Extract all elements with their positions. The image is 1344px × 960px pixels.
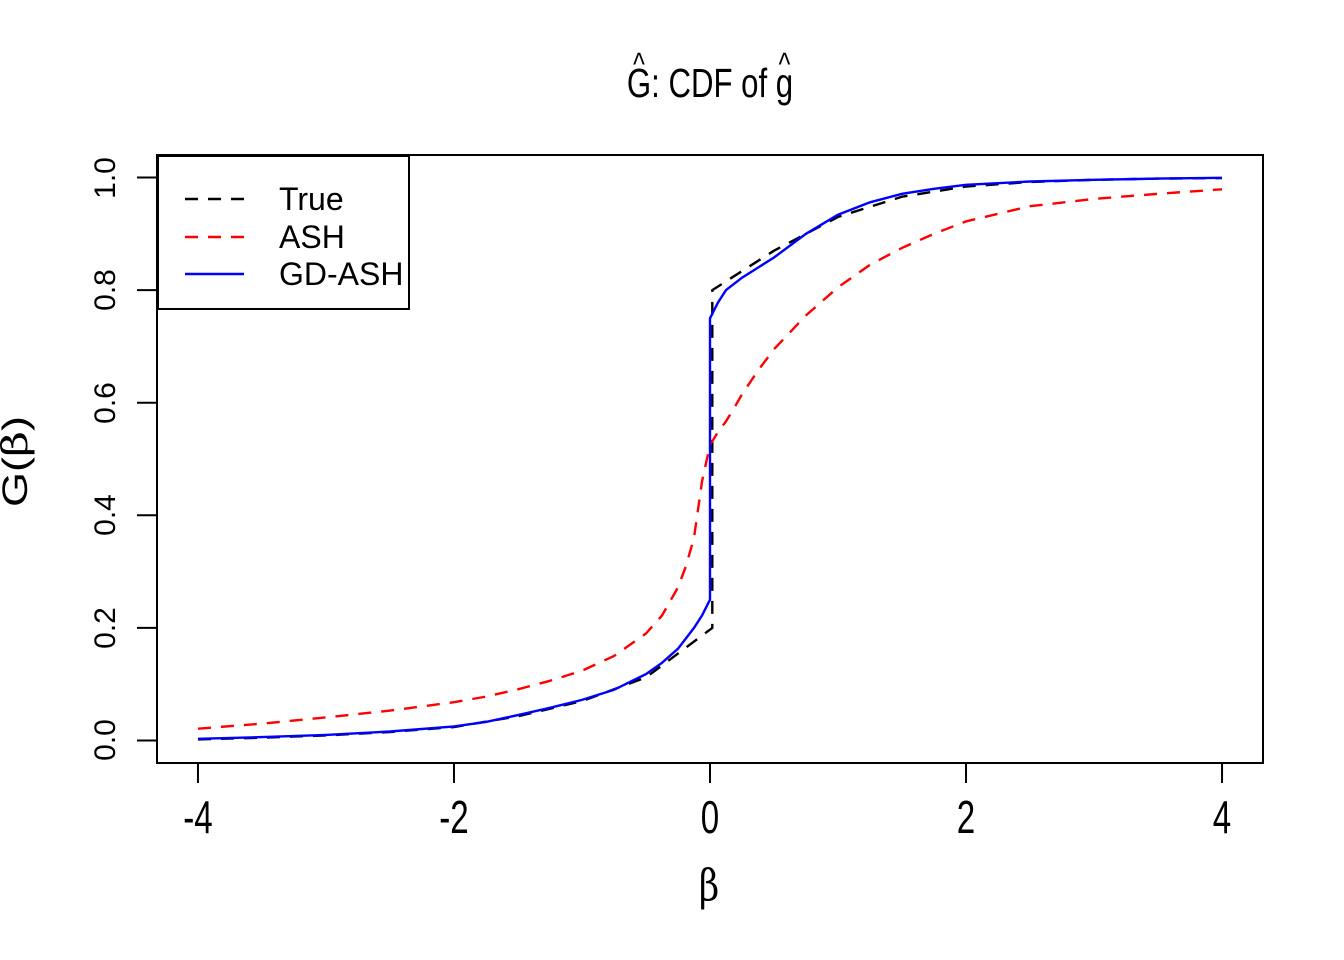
series-gd-ash-line <box>197 176 1223 740</box>
x-tick-label-0: 0 <box>700 791 720 843</box>
y-tick-label-0.2: 0.2 <box>89 607 122 649</box>
series-ash-line <box>197 188 1223 730</box>
hat-accent: ^ <box>0 481 15 498</box>
g-hat-lower: ^ g <box>775 45 794 107</box>
legend-label: ASH <box>279 218 345 255</box>
x-tick-label-4: 4 <box>1212 791 1232 843</box>
legend-line-sample <box>185 272 244 276</box>
g-hat-upper: ^G <box>626 45 652 107</box>
y-tick-label-0.8: 0.8 <box>89 269 122 311</box>
legend-item-ash: ASH <box>185 221 345 253</box>
x-tick-label--2: -2 <box>439 791 469 843</box>
legend-item-gd-ash: GD-ASH <box>185 258 403 290</box>
x-tick-label-2: 2 <box>956 791 976 843</box>
legend-label: True <box>279 181 344 217</box>
hat-accent: ^ <box>778 45 791 83</box>
title-text: : CDF of <box>651 60 776 106</box>
title-letter-G: G <box>626 60 652 106</box>
legend-line-sample <box>185 197 244 201</box>
g-hat-upper: ^G <box>0 472 35 507</box>
title-letter-g: g <box>775 60 794 106</box>
y-tick-label-0.0: 0.0 <box>89 719 122 762</box>
legend-label: GD-ASH <box>279 256 404 292</box>
chart-title: ^ G: CDF of ^ g <box>199 45 1220 107</box>
plot-box <box>156 154 1264 764</box>
legend: True ASH GD-ASH <box>157 155 410 310</box>
x-tick-label--4: -4 <box>183 791 213 843</box>
legend-line-sample <box>185 235 244 238</box>
y-tick-label-1.0: 1.0 <box>89 156 122 199</box>
hat-accent: ^ <box>633 45 645 83</box>
y-axis-label: ^G(β) <box>0 416 35 507</box>
y-tick-label-0.6: 0.6 <box>89 381 122 424</box>
y-tick-label-0.4: 0.4 <box>89 494 122 537</box>
x-axis-label: β <box>698 860 720 912</box>
beta-symbol: β <box>0 431 35 457</box>
legend-item-true: True <box>185 183 344 215</box>
